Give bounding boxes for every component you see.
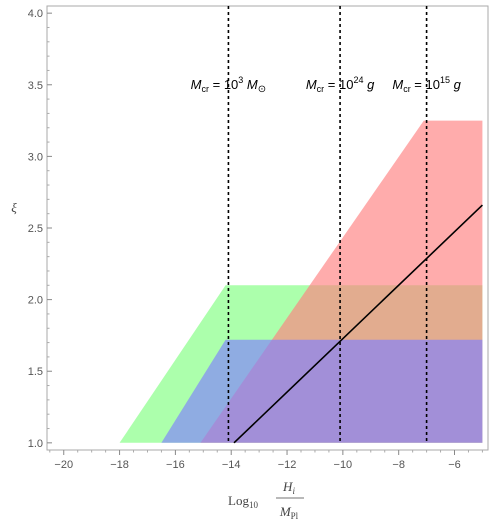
mass-annotation-2: Mcr = 1024 g	[306, 75, 375, 94]
y-axis-ticks: 1.0 1.5 2.0 2.5 3.0 3.5 4.0	[28, 8, 52, 450]
x-tick-label: −20	[54, 459, 73, 471]
y-tick-label: 2.5	[28, 223, 43, 235]
svg-text:Log10: Log10	[228, 493, 258, 510]
x-tick-label: −10	[334, 459, 353, 471]
shaded-regions	[119, 120, 483, 443]
y-tick-label: 1.5	[28, 366, 43, 378]
svg-text:Hi: Hi	[282, 479, 295, 496]
x-tick-label: −12	[278, 459, 297, 471]
x-axis-label-numerator: H	[282, 479, 293, 494]
mass-threshold-lines	[227, 6, 428, 443]
x-axis-label-denominator: M	[279, 504, 292, 519]
x-axis-label-log-base: 10	[249, 500, 259, 510]
x-axis-label-denominator-sub: Pl	[291, 511, 299, 521]
mass-annotation-3: Mcr = 1015 g	[392, 75, 461, 94]
x-axis-label-numerator-sub: i	[292, 486, 295, 496]
x-tick-label: −16	[166, 459, 185, 471]
x-axis-label-log: Log	[228, 493, 249, 508]
x-axis-ticks: −20 −18 −16 −14 −12 −10 −8 −6	[49, 450, 483, 471]
x-tick-label: −18	[110, 459, 129, 471]
y-tick-label: 4.0	[28, 8, 43, 20]
x-tick-label: −14	[222, 459, 241, 471]
svg-text:MPl: MPl	[279, 504, 299, 521]
mass-annotation-1: Mcr = 103 M⊙	[191, 75, 266, 95]
shaded-region-3	[161, 339, 483, 443]
x-axis-label: Log10 Hi MPl	[228, 479, 304, 521]
y-tick-label: 2.0	[28, 295, 43, 307]
mass-annotations: Mcr = 103 M⊙ Mcr = 1024 g Mcr = 1015 g	[191, 75, 462, 95]
y-tick-label: 3.5	[28, 80, 43, 92]
y-tick-label: 1.0	[28, 438, 43, 450]
y-axis-label: ξ	[11, 200, 17, 215]
y-tick-label: 3.0	[28, 151, 43, 163]
x-tick-label: −8	[392, 459, 405, 471]
x-tick-label: −6	[448, 459, 461, 471]
trend-line-path	[233, 204, 483, 444]
trend-line	[233, 204, 483, 444]
